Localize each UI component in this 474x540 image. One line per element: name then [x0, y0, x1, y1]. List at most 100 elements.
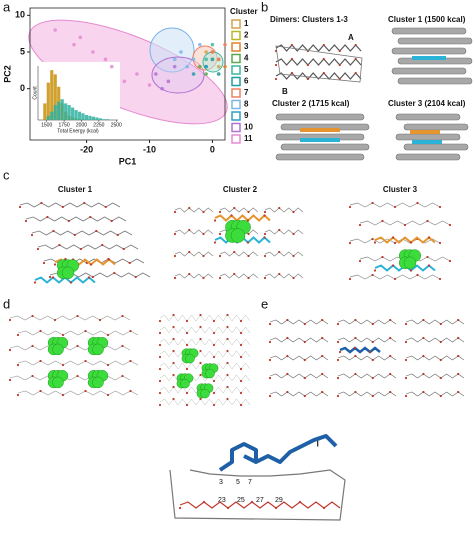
atom: [239, 343, 243, 347]
atom: [422, 336, 425, 340]
atom: [371, 237, 374, 241]
ligand-surface: [200, 388, 210, 399]
highlight: [300, 128, 340, 132]
x-tick-label: 2250: [93, 122, 104, 128]
panel-letter: a: [3, 0, 11, 14]
atom: [158, 379, 162, 383]
atom: [368, 350, 372, 354]
legend-swatch: [231, 111, 241, 121]
point: [122, 79, 127, 84]
ligand-surface: [205, 368, 215, 379]
atom: [263, 254, 267, 258]
atom-number: 5: [236, 479, 240, 486]
atom: [83, 201, 86, 205]
atom: [226, 337, 229, 341]
atom: [226, 325, 229, 329]
atom: [409, 241, 413, 244]
molecule-strand: [9, 345, 131, 351]
atom: [185, 403, 189, 407]
atom: [278, 206, 281, 210]
panel-title: Cluster 2 (1715 kcal): [272, 99, 350, 108]
molecule-strand: [219, 273, 259, 279]
surface-slab: [397, 77, 473, 85]
atom: [116, 233, 119, 237]
atom: [8, 378, 12, 382]
highlight: [412, 140, 442, 144]
legend-swatch: [231, 122, 241, 133]
atom: [303, 358, 306, 362]
molecule-strand: [9, 315, 131, 321]
molecule-strand: [214, 214, 271, 222]
atom: [448, 259, 452, 263]
atom: [172, 313, 175, 317]
atom: [16, 363, 20, 367]
atom: [158, 355, 162, 359]
histogram-bar: [88, 115, 92, 120]
atom: [268, 322, 272, 326]
atom: [173, 254, 177, 258]
atom: [427, 264, 431, 267]
molecule-strand: [264, 273, 304, 279]
point: [223, 64, 227, 69]
ligand-surface: [185, 353, 195, 364]
highlight: [300, 138, 340, 142]
atom: [121, 314, 124, 318]
atom: [404, 394, 408, 398]
atom: [31, 344, 34, 348]
atom: [263, 232, 267, 236]
histogram-bar: [50, 111, 54, 120]
molecule-strand: [269, 355, 329, 361]
atom: [230, 214, 233, 217]
atom: [358, 223, 362, 227]
atom: [202, 254, 205, 258]
atom: [202, 276, 205, 280]
atom: [173, 210, 177, 214]
point: [166, 79, 171, 84]
annotation: A: [348, 33, 354, 42]
atom: [298, 500, 302, 504]
atom: [212, 343, 216, 347]
atom: [404, 340, 408, 344]
atom: [438, 241, 442, 245]
legend-label: 2: [244, 31, 249, 40]
point: [179, 50, 183, 54]
atom: [33, 281, 37, 284]
atom: [40, 201, 43, 205]
atom: [422, 390, 425, 394]
atom: [89, 215, 92, 219]
ligand-surface: [230, 228, 246, 243]
panel-title: Dimers: Clusters 1-3: [270, 15, 348, 24]
cholesterol: [218, 434, 338, 472]
atom: [24, 219, 28, 223]
atom: [18, 205, 22, 209]
surface-slab: [275, 153, 365, 161]
point: [147, 83, 152, 87]
point: [53, 28, 57, 32]
molecule-strand: [179, 501, 341, 509]
molecule-strand: [264, 207, 304, 213]
atom: [263, 210, 267, 214]
legend-label: 3: [244, 42, 249, 51]
histogram-bar: [81, 113, 85, 120]
atom: [212, 403, 216, 407]
atom: [439, 376, 442, 380]
atom: [306, 77, 309, 81]
x-tick-label: 1500: [41, 122, 52, 128]
atom: [188, 228, 191, 232]
histogram-bar: [95, 117, 99, 120]
atom: [286, 390, 289, 394]
atom: [185, 391, 189, 395]
atom: [354, 71, 357, 75]
atom: [212, 355, 216, 359]
point: [204, 57, 208, 62]
atom: [348, 277, 352, 281]
atom: [16, 333, 20, 337]
atom: [185, 319, 189, 323]
atom: [286, 336, 289, 340]
atom: [371, 322, 374, 326]
atom: [354, 43, 357, 47]
ligand-surface: [403, 256, 417, 270]
molecule-strand: [37, 244, 139, 250]
molecule-strand: [174, 207, 214, 213]
atom: [338, 350, 342, 354]
